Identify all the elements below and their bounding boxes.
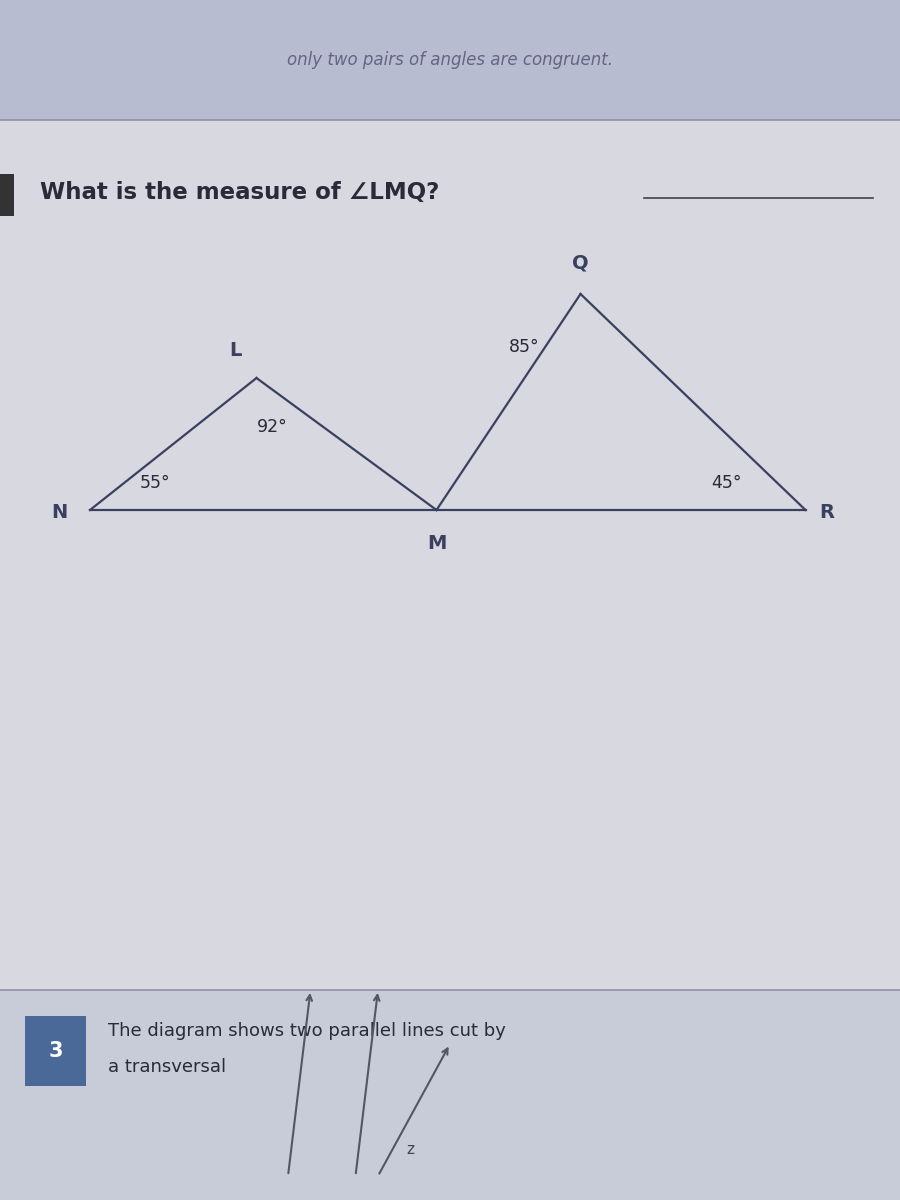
Text: a transversal: a transversal xyxy=(108,1058,226,1076)
Text: N: N xyxy=(51,503,68,522)
Text: The diagram shows two parallel lines cut by: The diagram shows two parallel lines cut… xyxy=(108,1022,506,1040)
Bar xyxy=(0,0,900,120)
Text: 55°: 55° xyxy=(140,474,170,492)
Text: M: M xyxy=(427,534,446,553)
Text: Q: Q xyxy=(572,253,589,272)
Text: 85°: 85° xyxy=(509,338,540,356)
Text: R: R xyxy=(819,503,834,522)
Text: 92°: 92° xyxy=(256,418,287,436)
Bar xyxy=(0,174,14,216)
Text: What is the measure of ∠LMQ?: What is the measure of ∠LMQ? xyxy=(40,180,440,204)
Bar xyxy=(25,1016,86,1086)
Text: L: L xyxy=(229,341,241,360)
Text: z: z xyxy=(407,1142,414,1157)
Text: 3: 3 xyxy=(49,1042,63,1061)
Text: 45°: 45° xyxy=(711,474,742,492)
Bar xyxy=(0,990,900,1200)
Text: only two pairs of angles are congruent.: only two pairs of angles are congruent. xyxy=(287,50,613,68)
